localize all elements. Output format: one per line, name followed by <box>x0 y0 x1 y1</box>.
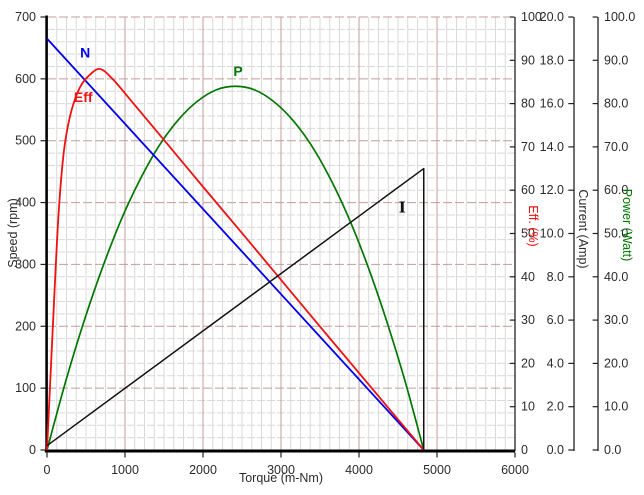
current-tick-label: 10.0 <box>540 227 564 241</box>
power-axis-title: Power (Watt) <box>620 188 634 262</box>
power-tick-label: 80.0 <box>604 97 628 111</box>
power-tick-label: 60.0 <box>604 183 628 197</box>
x-tick-label: 1000 <box>111 463 139 477</box>
speed-tick-label: 0 <box>29 443 36 457</box>
speed-axis-title: Speed (rpm) <box>6 198 20 268</box>
curve-label-Eff: Eff <box>74 89 93 105</box>
current-tick-label: 14.0 <box>540 140 564 154</box>
eff-tick-label: 30 <box>521 313 535 327</box>
series-Eff-curve <box>46 68 425 451</box>
power-tick-label: 100.0 <box>604 10 635 24</box>
current-tick-label: 4.0 <box>547 356 564 370</box>
eff-tick-label: 50 <box>521 227 535 241</box>
speed-tick-label: 700 <box>15 10 36 24</box>
power-tick-label: 70.0 <box>604 140 628 154</box>
x-tick-label: 0 <box>44 463 51 477</box>
eff-tick-label: 10 <box>521 400 535 414</box>
eff-tick-label: 100 <box>521 10 542 24</box>
eff-tick-label: 40 <box>521 270 535 284</box>
current-tick-label: 8.0 <box>547 270 564 284</box>
x-tick-label: 6000 <box>501 463 529 477</box>
power-tick-label: 30.0 <box>604 313 628 327</box>
power-tick-label: 20.0 <box>604 356 628 370</box>
speed-tick-label: 300 <box>15 257 36 271</box>
eff-tick-label: 90 <box>521 53 535 67</box>
current-tick-label: 16.0 <box>540 97 564 111</box>
power-tick-label: 10.0 <box>604 400 628 414</box>
current-tick-label: 6.0 <box>547 313 564 327</box>
eff-axis-title: Eff. (%) <box>526 205 540 247</box>
current-tick-label: 20.0 <box>540 10 564 24</box>
x-tick-label: 2000 <box>189 463 217 477</box>
series-N-curve <box>46 38 425 451</box>
eff-tick-label: 60 <box>521 183 535 197</box>
speed-tick-label: 400 <box>15 196 36 210</box>
x-tick-label: 4000 <box>345 463 373 477</box>
eff-tick-label: 70 <box>521 140 535 154</box>
speed-tick-label: 100 <box>15 381 36 395</box>
eff-tick-label: 80 <box>521 97 535 111</box>
x-tick-label: 3000 <box>267 463 295 477</box>
power-tick-label: 50.0 <box>604 227 628 241</box>
speed-tick-label: 500 <box>15 134 36 148</box>
speed-tick-label: 600 <box>15 72 36 86</box>
power-tick-label: 40.0 <box>604 270 628 284</box>
current-tick-label: 0.0 <box>547 443 564 457</box>
eff-tick-label: 0 <box>521 443 528 457</box>
current-tick-label: 2.0 <box>547 400 564 414</box>
curve-label-I: I <box>399 199 406 217</box>
series-group <box>46 38 425 451</box>
speed-tick-label: 200 <box>15 319 36 333</box>
current-tick-label: 18.0 <box>540 53 564 67</box>
current-axis-title: Current (Amp) <box>576 189 590 269</box>
eff-tick-label: 20 <box>521 356 535 370</box>
series-P-curve <box>46 85 425 451</box>
x-axis-title: Torque (m-Nm) <box>238 471 324 485</box>
curve-label-P: P <box>233 63 242 79</box>
series-I-curve <box>46 167 425 450</box>
power-tick-label: 90.0 <box>604 53 628 67</box>
power-tick-label: 0.0 <box>604 443 621 457</box>
current-tick-label: 12.0 <box>540 183 564 197</box>
x-tick-label: 5000 <box>423 463 451 477</box>
curve-label-N: N <box>80 44 90 60</box>
